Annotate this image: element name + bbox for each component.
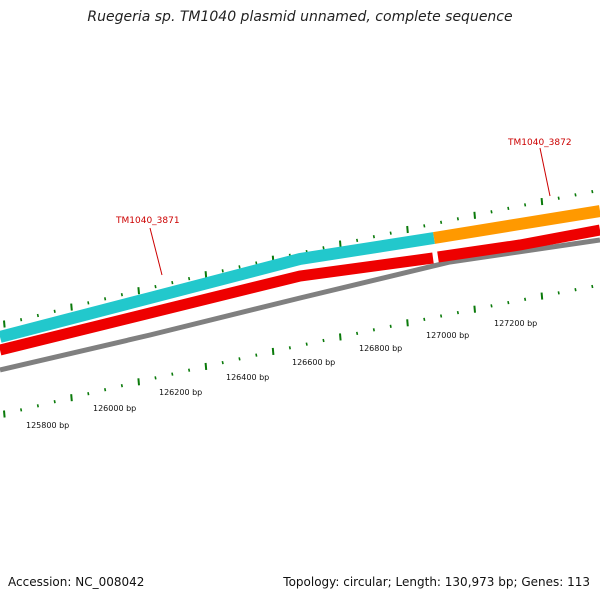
- scale-tick: [574, 193, 577, 197]
- scale-tick: [188, 368, 191, 372]
- scale-tick: [188, 276, 191, 281]
- scale-tick: [87, 301, 90, 305]
- scale-tick: [120, 384, 123, 388]
- gene-arrow-tm1040-3871[interactable]: [0, 232, 435, 343]
- scale-tick: [70, 303, 73, 311]
- scale-label: 126400 bp: [226, 373, 269, 382]
- scale-tick: [53, 309, 56, 313]
- scale-label: 126600 bp: [292, 358, 335, 367]
- scale-label: 126000 bp: [93, 404, 136, 413]
- backbone-track: [0, 237, 600, 373]
- scale-label: 126200 bp: [159, 388, 202, 397]
- gene-label-leader: [539, 147, 551, 197]
- scale-tick: [87, 392, 90, 396]
- scale-tick: [53, 400, 56, 404]
- gene-label-tm1040-3871[interactable]: TM1040_3871: [115, 216, 180, 226]
- scale-tick: [507, 206, 510, 211]
- scale-tick: [36, 404, 39, 408]
- scale-tick: [591, 284, 594, 289]
- scale-tick: [507, 300, 510, 305]
- scale-tick: [322, 246, 325, 250]
- scale-tick: [456, 217, 459, 221]
- scale-tick: [36, 313, 39, 318]
- scale-tick: [557, 291, 560, 295]
- scale-tick: [305, 342, 308, 346]
- scale-label: 125800 bp: [26, 421, 69, 430]
- scale-tick: [557, 196, 560, 200]
- scale-tick: [356, 238, 359, 243]
- scale-tick: [204, 271, 208, 279]
- scale-tick: [524, 203, 527, 207]
- scale-tick: [473, 211, 476, 219]
- gene-arrow-tm1040-3872[interactable]: [433, 205, 600, 244]
- scale-tick: [423, 317, 426, 322]
- gene-arrow-reverse[interactable]: [0, 252, 434, 356]
- scale-label: 127200 bp: [494, 319, 537, 328]
- map-title: Ruegeria sp. TM1040 plasmid unnamed, com…: [87, 9, 513, 25]
- scale-tick: [372, 235, 375, 239]
- scale-tick: [406, 319, 409, 327]
- scale-tick: [574, 288, 577, 292]
- scale-tick: [406, 225, 409, 234]
- gene-label-tm1040-3872[interactable]: TM1040_3872: [507, 138, 572, 148]
- scale-tick: [171, 280, 174, 285]
- scale-tick: [137, 378, 140, 386]
- scale-tick: [3, 410, 6, 418]
- scale-tick: [104, 297, 107, 301]
- scale-tick: [221, 360, 224, 365]
- scale-tick: [339, 240, 342, 248]
- scale-tick: [540, 198, 544, 206]
- scale-tick: [120, 293, 123, 297]
- scale-tick: [440, 314, 443, 318]
- scale-label: 127000 bp: [426, 331, 469, 340]
- scale-tick: [524, 297, 527, 301]
- topology-summary: Topology: circular; Length: 130,973 bp; …: [283, 575, 590, 589]
- scale-tick: [20, 408, 23, 412]
- scale-tick: [473, 305, 476, 313]
- scale-tick: [591, 189, 594, 194]
- scale-tick: [490, 304, 493, 308]
- accession-text: Accession: NC_008042: [8, 575, 145, 589]
- scale-tick: [154, 376, 157, 380]
- scale-tick: [288, 346, 291, 350]
- scale-tick: [238, 357, 241, 361]
- scale-tick: [255, 261, 258, 265]
- scale-label: 126800 bp: [359, 344, 402, 353]
- outer-scale-ticks: [3, 189, 594, 328]
- scale-tick: [221, 269, 224, 273]
- scale-tick: [339, 333, 342, 341]
- scale-tick: [238, 265, 241, 269]
- scale-tick: [20, 318, 23, 322]
- inner-scale-ticks: [3, 284, 594, 418]
- scale-tick: [3, 320, 6, 328]
- scale-tick: [372, 328, 375, 332]
- scale-tick: [271, 347, 275, 355]
- scale-tick: [204, 362, 208, 370]
- scale-tick: [70, 394, 73, 402]
- scale-tick: [322, 338, 325, 343]
- scale-tick: [389, 231, 392, 235]
- scale-tick: [154, 284, 157, 289]
- scale-tick: [540, 292, 544, 300]
- gene-label-leader: [149, 227, 163, 276]
- gene-arrow-reverse[interactable]: [437, 224, 600, 263]
- scale-tick: [104, 388, 107, 392]
- scale-tick: [456, 310, 459, 315]
- scale-tick: [490, 210, 493, 214]
- scale-tick: [389, 324, 392, 328]
- scale-tick: [171, 372, 174, 376]
- scale-tick: [356, 331, 359, 336]
- scale-tick: [255, 353, 258, 357]
- scale-tick: [423, 224, 426, 228]
- scale-tick: [440, 220, 443, 224]
- scale-tick: [137, 287, 140, 295]
